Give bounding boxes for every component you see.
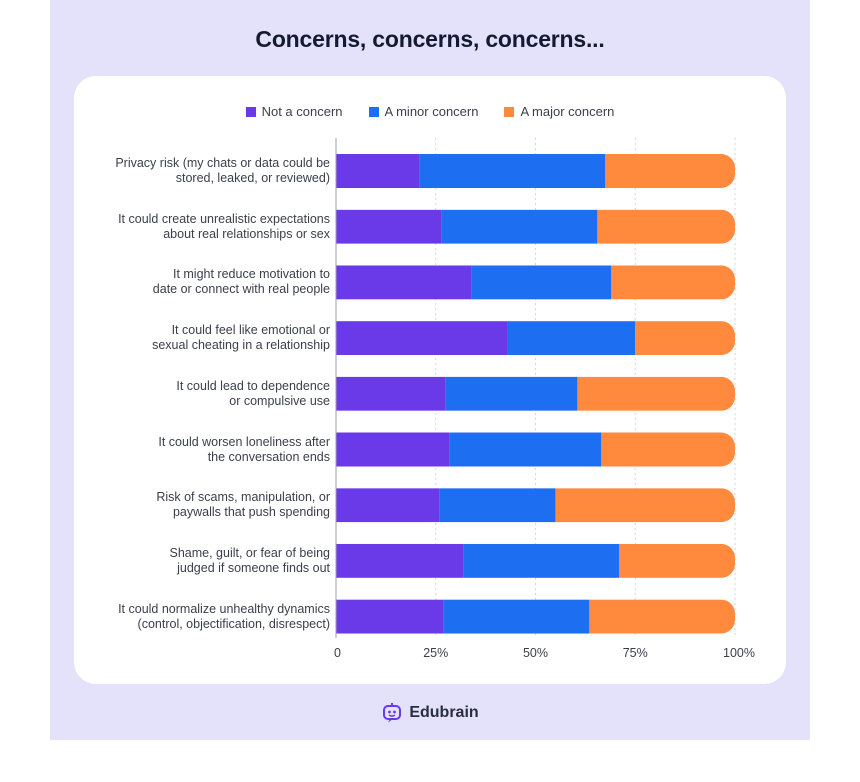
category-label: Privacy risk (my chats or data could be s…: [94, 156, 330, 186]
bar-segment-a-major-concern: [605, 154, 735, 188]
bar-segment-a-minor-concern: [449, 432, 602, 467]
category-label: It could create unrealistic expectations…: [94, 212, 330, 242]
bar-left-mask: [316, 264, 336, 301]
bar-segment-a-minor-concern: [445, 376, 578, 411]
legend-swatch: [245, 106, 256, 117]
bar-segment-a-major-concern: [597, 209, 735, 244]
legend-label: A minor concern: [384, 104, 479, 119]
category-label-line: the conversation ends: [207, 449, 330, 464]
bar-left-mask: [316, 320, 336, 357]
bar-left-mask: [316, 375, 336, 412]
robot-face-icon: [383, 703, 402, 723]
bar-left-mask: [316, 431, 336, 468]
bar-row: [316, 376, 735, 411]
bar-row: [316, 209, 735, 244]
bar-segment-a-minor-concern: [507, 321, 636, 356]
bar-segment-not-a-concern: [316, 321, 508, 356]
category-label-line: (control, objectification, disrespect): [137, 616, 330, 631]
bar-segment-a-minor-concern: [463, 543, 620, 578]
bar-segment-a-major-concern: [611, 265, 735, 300]
category-label-line: It might reduce motivation to: [172, 267, 330, 282]
category-label: It could normalize unhealthy dynamics (co…: [94, 602, 330, 632]
category-label-line: date or connect with real people: [152, 282, 330, 297]
category-label-line: Privacy risk (my chats or data could be: [115, 156, 330, 170]
bar-segment-not-a-concern: [316, 543, 464, 578]
x-tick-label: 25%: [423, 646, 449, 660]
brand-footer: Edubrain: [0, 702, 860, 724]
category-label: Risk of scams, manipulation, or paywalls …: [94, 490, 330, 520]
x-tick-label: 50%: [522, 646, 549, 660]
bar-segment-a-minor-concern: [419, 154, 606, 188]
bar-segment-a-minor-concern: [441, 209, 598, 244]
legend-item-minor-concern: A minor concern: [368, 104, 479, 119]
category-label: It could feel like emotional or sexual ch…: [94, 323, 330, 353]
category-label-line: It could lead to dependence: [176, 378, 330, 393]
chart-legend: Not a concern A minor concern A major co…: [0, 104, 860, 119]
bar-segment-a-major-concern: [601, 432, 735, 467]
bar-left-mask: [316, 208, 336, 245]
legend-item-not-a-concern: Not a concern: [245, 104, 343, 119]
bar-row: [316, 599, 735, 634]
bar-row: [316, 488, 735, 523]
bar-row: [316, 265, 735, 300]
bar-segment-a-minor-concern: [439, 488, 556, 523]
bar-segment-a-minor-concern: [471, 265, 612, 300]
chart-title: Concerns, concerns, concerns...: [255, 26, 605, 52]
legend-label: Not a concern: [261, 104, 343, 119]
category-label-line: It could create unrealistic expectations: [118, 211, 330, 226]
x-tick-label: 100%: [723, 646, 755, 660]
bar-left-mask: [316, 487, 336, 524]
bar-segment-not-a-concern: [316, 265, 472, 300]
bar-row: [316, 154, 735, 188]
category-label: It could lead to dependence or compulsive…: [94, 379, 330, 409]
category-label: Shame, guilt, or fear of being judged if …: [94, 546, 330, 576]
category-label-line: or compulsive use: [229, 393, 330, 408]
bar-segment-a-major-concern: [577, 376, 735, 411]
category-label-line: Shame, guilt, or fear of being: [169, 545, 330, 560]
x-tick-label: 0: [334, 646, 341, 660]
bar-left-mask: [316, 153, 336, 189]
category-label-line: paywalls that push spending: [172, 505, 330, 520]
category-label-line: stored, leaked, or reviewed): [175, 171, 330, 185]
legend-swatch: [368, 106, 379, 117]
bar-segment-not-a-concern: [316, 488, 440, 523]
category-label-line: sexual cheating in a relationship: [152, 338, 330, 353]
bar-segment-a-major-concern: [619, 543, 735, 578]
category-label-line: about real relationships or sex: [163, 226, 330, 241]
bar-segment-not-a-concern: [316, 432, 450, 467]
category-label-line: It could normalize unhealthy dynamics: [118, 601, 330, 616]
bar-row: [316, 543, 735, 578]
bar-segment-a-minor-concern: [443, 599, 590, 634]
bar-segment-a-major-concern: [555, 488, 735, 523]
category-label: It might reduce motivation to date or con…: [94, 267, 330, 297]
bar-segment-not-a-concern: [316, 209, 442, 244]
brand-name: Edubrain: [409, 704, 479, 721]
bar-segment-a-major-concern: [589, 599, 735, 634]
bar-segment-not-a-concern: [316, 599, 444, 634]
category-label-line: It could worsen loneliness after: [158, 434, 330, 449]
bar-left-mask: [316, 598, 336, 635]
bar-left-mask: [316, 542, 336, 579]
category-label-line: It could feel like emotional or: [171, 323, 330, 338]
bar-segment-not-a-concern: [316, 376, 446, 411]
bar-row: [316, 321, 735, 356]
legend-item-major-concern: A major concern: [504, 104, 614, 119]
x-tick-label: 75%: [622, 646, 648, 660]
bar-segment-a-major-concern: [635, 321, 735, 356]
category-label-line: Risk of scams, manipulation, or: [156, 490, 330, 505]
legend-swatch: [504, 106, 515, 117]
category-label: It could worsen loneliness after the conv…: [94, 435, 330, 465]
category-label-line: judged if someone finds out: [177, 560, 330, 575]
legend-label: A major concern: [520, 104, 615, 119]
bar-row: [316, 432, 735, 467]
